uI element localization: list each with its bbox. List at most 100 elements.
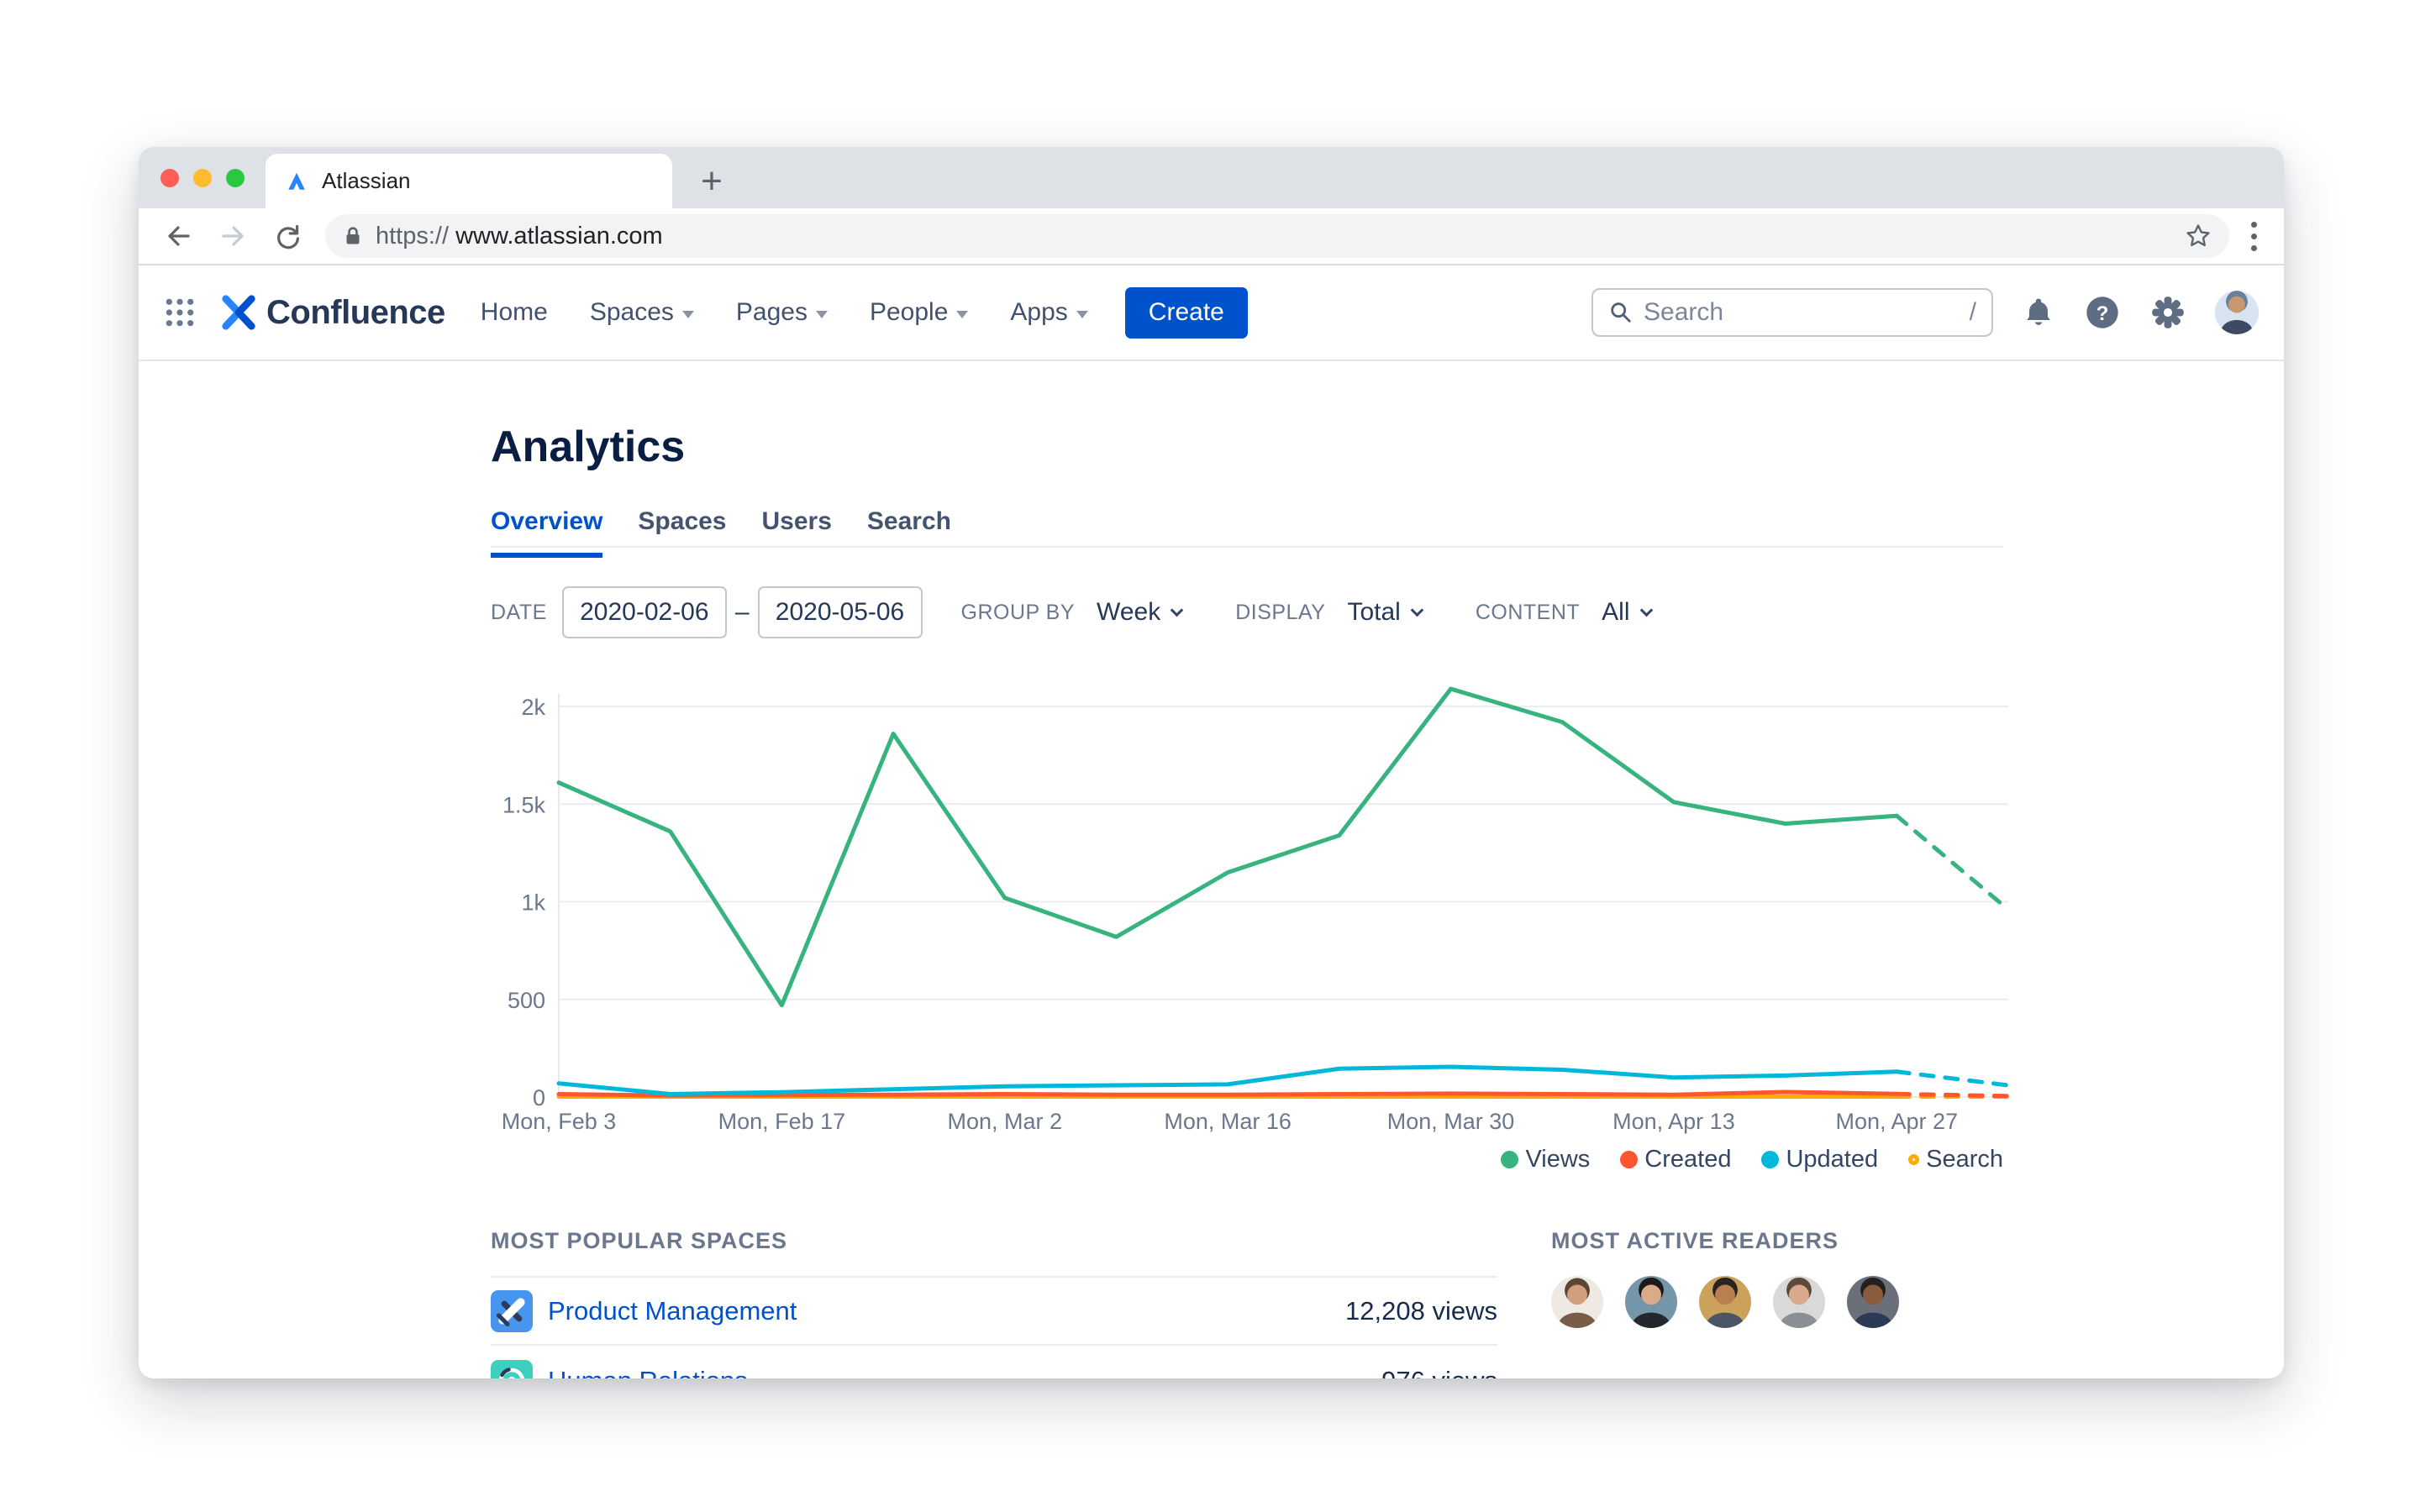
popular-spaces-heading: MOST POPULAR SPACES: [491, 1228, 788, 1253]
svg-text:1k: 1k: [521, 890, 545, 916]
user-avatar[interactable]: [2215, 291, 2259, 334]
back-button[interactable]: [157, 214, 201, 258]
legend-item-created[interactable]: Created: [1620, 1146, 1731, 1173]
date-to-input[interactable]: [757, 586, 923, 638]
forward-button[interactable]: [211, 214, 255, 258]
svg-text:500: 500: [508, 988, 545, 1013]
space-link[interactable]: Product Management: [548, 1295, 797, 1326]
rings-icon: [491, 1359, 533, 1378]
notifications-bell-icon[interactable]: [2022, 296, 2055, 329]
date-from-input[interactable]: [561, 586, 727, 638]
atlassian-favicon-icon: [288, 172, 305, 190]
tab-search[interactable]: Search: [866, 507, 951, 535]
tab-users[interactable]: Users: [761, 507, 832, 535]
address-bar[interactable]: https:// www.atlassian.com: [325, 214, 2229, 258]
nav-menu: Home Spaces Pages People Apps: [481, 298, 1088, 327]
svg-text:Mon, Mar 16: Mon, Mar 16: [1164, 1109, 1292, 1134]
filters-row: DATE – GROUP BY Week DISPLAY Total CONTE…: [491, 586, 1653, 638]
chevron-down-icon: [815, 310, 828, 318]
legend-item-search[interactable]: Search: [1908, 1146, 2003, 1173]
tabs-divider: [491, 546, 2003, 548]
space-link[interactable]: Human Relations: [548, 1366, 748, 1379]
help-icon[interactable]: ?: [2084, 294, 2121, 331]
svg-text:Mon, Mar 2: Mon, Mar 2: [947, 1109, 1062, 1134]
svg-text:2k: 2k: [521, 695, 545, 720]
reload-button[interactable]: [265, 214, 308, 258]
plane-icon: [491, 1289, 533, 1332]
nav-item-home[interactable]: Home: [480, 298, 548, 326]
settings-gear-icon[interactable]: [2149, 294, 2186, 331]
space-row-product-management: Product Management 12,208 views: [491, 1276, 1497, 1346]
confluence-page: Confluence Home Spaces Pages People Apps…: [139, 265, 2284, 1378]
nav-item-spaces[interactable]: Spaces: [590, 298, 694, 327]
search-input[interactable]: [1644, 298, 1960, 327]
reader-avatar[interactable]: [1625, 1276, 1677, 1328]
svg-text:?: ?: [2096, 302, 2109, 325]
active-readers-heading: MOST ACTIVE READERS: [1551, 1228, 1839, 1253]
space-views: 12,208 views: [1345, 1295, 1497, 1326]
content-select[interactable]: All: [1602, 598, 1653, 627]
back-arrow-icon: [168, 226, 190, 246]
display-select[interactable]: Total: [1347, 598, 1424, 627]
svg-text:Mon, Mar 30: Mon, Mar 30: [1387, 1109, 1515, 1134]
bookmark-star-icon[interactable]: [2184, 222, 2212, 250]
svg-text:0: 0: [533, 1085, 545, 1110]
new-tab-button[interactable]: +: [701, 160, 723, 202]
svg-text:Mon, Feb 3: Mon, Feb 3: [502, 1109, 617, 1134]
confluence-navbar: Confluence Home Spaces Pages People Apps…: [139, 265, 2284, 361]
analytics-line-chart: 0 500 1k 1.5k 2k Mon, Feb 3 Mon, Feb 17 Mon, Ma…: [502, 686, 2011, 1134]
nav-item-apps[interactable]: Apps: [1010, 298, 1088, 327]
group-by-select[interactable]: Week: [1097, 598, 1184, 627]
browser-tab-strip: Atlassian +: [139, 147, 2284, 208]
browser-tab-atlassian[interactable]: Atlassian: [266, 154, 672, 208]
reader-avatar[interactable]: [1699, 1276, 1751, 1328]
browser-toolbar: https:// www.atlassian.com: [139, 208, 2284, 265]
nav-item-people[interactable]: People: [870, 298, 969, 327]
forward-arrow-icon: [222, 226, 244, 246]
browser-menu-icon[interactable]: [2243, 221, 2265, 251]
page-title: Analytics: [491, 423, 686, 471]
svg-text:1.5k: 1.5k: [502, 792, 546, 817]
active-readers-list: [1551, 1276, 1899, 1328]
search-shortcut-hint: /: [1969, 298, 1976, 326]
analytics-tabs: Overview Spaces Users Search: [491, 507, 951, 558]
lock-icon: [346, 227, 360, 244]
content-label: CONTENT: [1475, 600, 1581, 624]
tab-spaces[interactable]: Spaces: [638, 507, 727, 535]
legend-item-views[interactable]: Views: [1501, 1146, 1590, 1173]
created-dot-icon: [1620, 1151, 1639, 1168]
chevron-down-icon: [956, 310, 969, 318]
reader-avatar[interactable]: [1551, 1276, 1603, 1328]
window-controls: [160, 147, 245, 208]
space-views: 976 views: [1381, 1366, 1497, 1379]
confluence-logo[interactable]: Confluence: [219, 293, 445, 332]
browser-window: Atlassian +: [139, 147, 2284, 1378]
search-icon: [1611, 302, 1631, 323]
global-search[interactable]: /: [1591, 288, 1993, 337]
svg-text:Mon, Apr 13: Mon, Apr 13: [1612, 1109, 1735, 1134]
chevron-down-icon: [1076, 310, 1088, 318]
reader-avatar[interactable]: [1847, 1276, 1899, 1328]
reload-icon: [277, 224, 299, 249]
chart-legend: Views Created Updated Search: [491, 1146, 2003, 1173]
reader-avatar[interactable]: [1773, 1276, 1825, 1328]
search-ring-icon: [1908, 1154, 1920, 1165]
svg-text:Mon, Apr 27: Mon, Apr 27: [1836, 1109, 1959, 1134]
legend-item-updated[interactable]: Updated: [1761, 1146, 1878, 1173]
display-label: DISPLAY: [1235, 600, 1326, 624]
create-button[interactable]: Create: [1124, 286, 1248, 339]
chevron-down-icon: [1410, 603, 1424, 617]
zoom-window-button[interactable]: [226, 168, 245, 187]
app-switcher-icon[interactable]: [164, 297, 196, 328]
chevron-down-icon: [1170, 603, 1184, 617]
tab-overview[interactable]: Overview: [491, 507, 603, 558]
url-scheme: https://: [376, 222, 456, 249]
space-row-human-relations: Human Relations 976 views: [491, 1346, 1497, 1378]
chevron-down-icon: [681, 310, 694, 318]
group-by-label: GROUP BY: [960, 600, 1076, 624]
minimize-window-button[interactable]: [193, 168, 212, 187]
nav-item-pages[interactable]: Pages: [736, 298, 828, 327]
close-window-button[interactable]: [160, 168, 179, 187]
tab-title: Atlassian: [322, 168, 411, 193]
